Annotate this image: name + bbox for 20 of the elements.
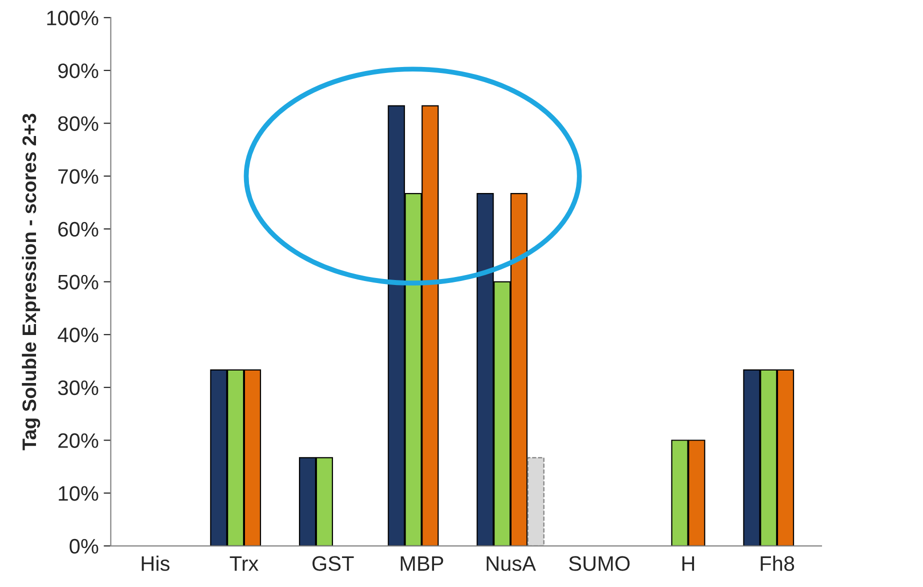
y-tick-label: 50% (58, 274, 98, 290)
y-tick-label: 60% (58, 222, 98, 237)
x-tick-label: His (142, 556, 170, 571)
y-axis-title: Tag Soluble Expression - scores 2+3 (22, 114, 40, 450)
y-tick-label: 30% (58, 380, 98, 396)
x-tick-label: GST (312, 556, 354, 571)
x-tick-label: NusA (486, 556, 536, 571)
x-tick-label: MBP (400, 556, 444, 571)
y-tick-label: 70% (58, 169, 98, 184)
x-tick-label: SUMO (569, 556, 630, 571)
y-tick-label: 90% (58, 63, 98, 78)
y-tick-label: 100% (47, 10, 98, 26)
y-tick-label: 40% (58, 328, 98, 342)
y-tick-label: 20% (58, 433, 98, 448)
y-tick-label: 0% (70, 538, 98, 554)
x-tick-label: H (682, 556, 694, 571)
x-tick-label: Trx (230, 556, 258, 571)
x-tick-label: Fh8 (760, 556, 794, 571)
y-tick-label: 10% (58, 486, 98, 501)
y-tick-label: 80% (58, 116, 98, 132)
